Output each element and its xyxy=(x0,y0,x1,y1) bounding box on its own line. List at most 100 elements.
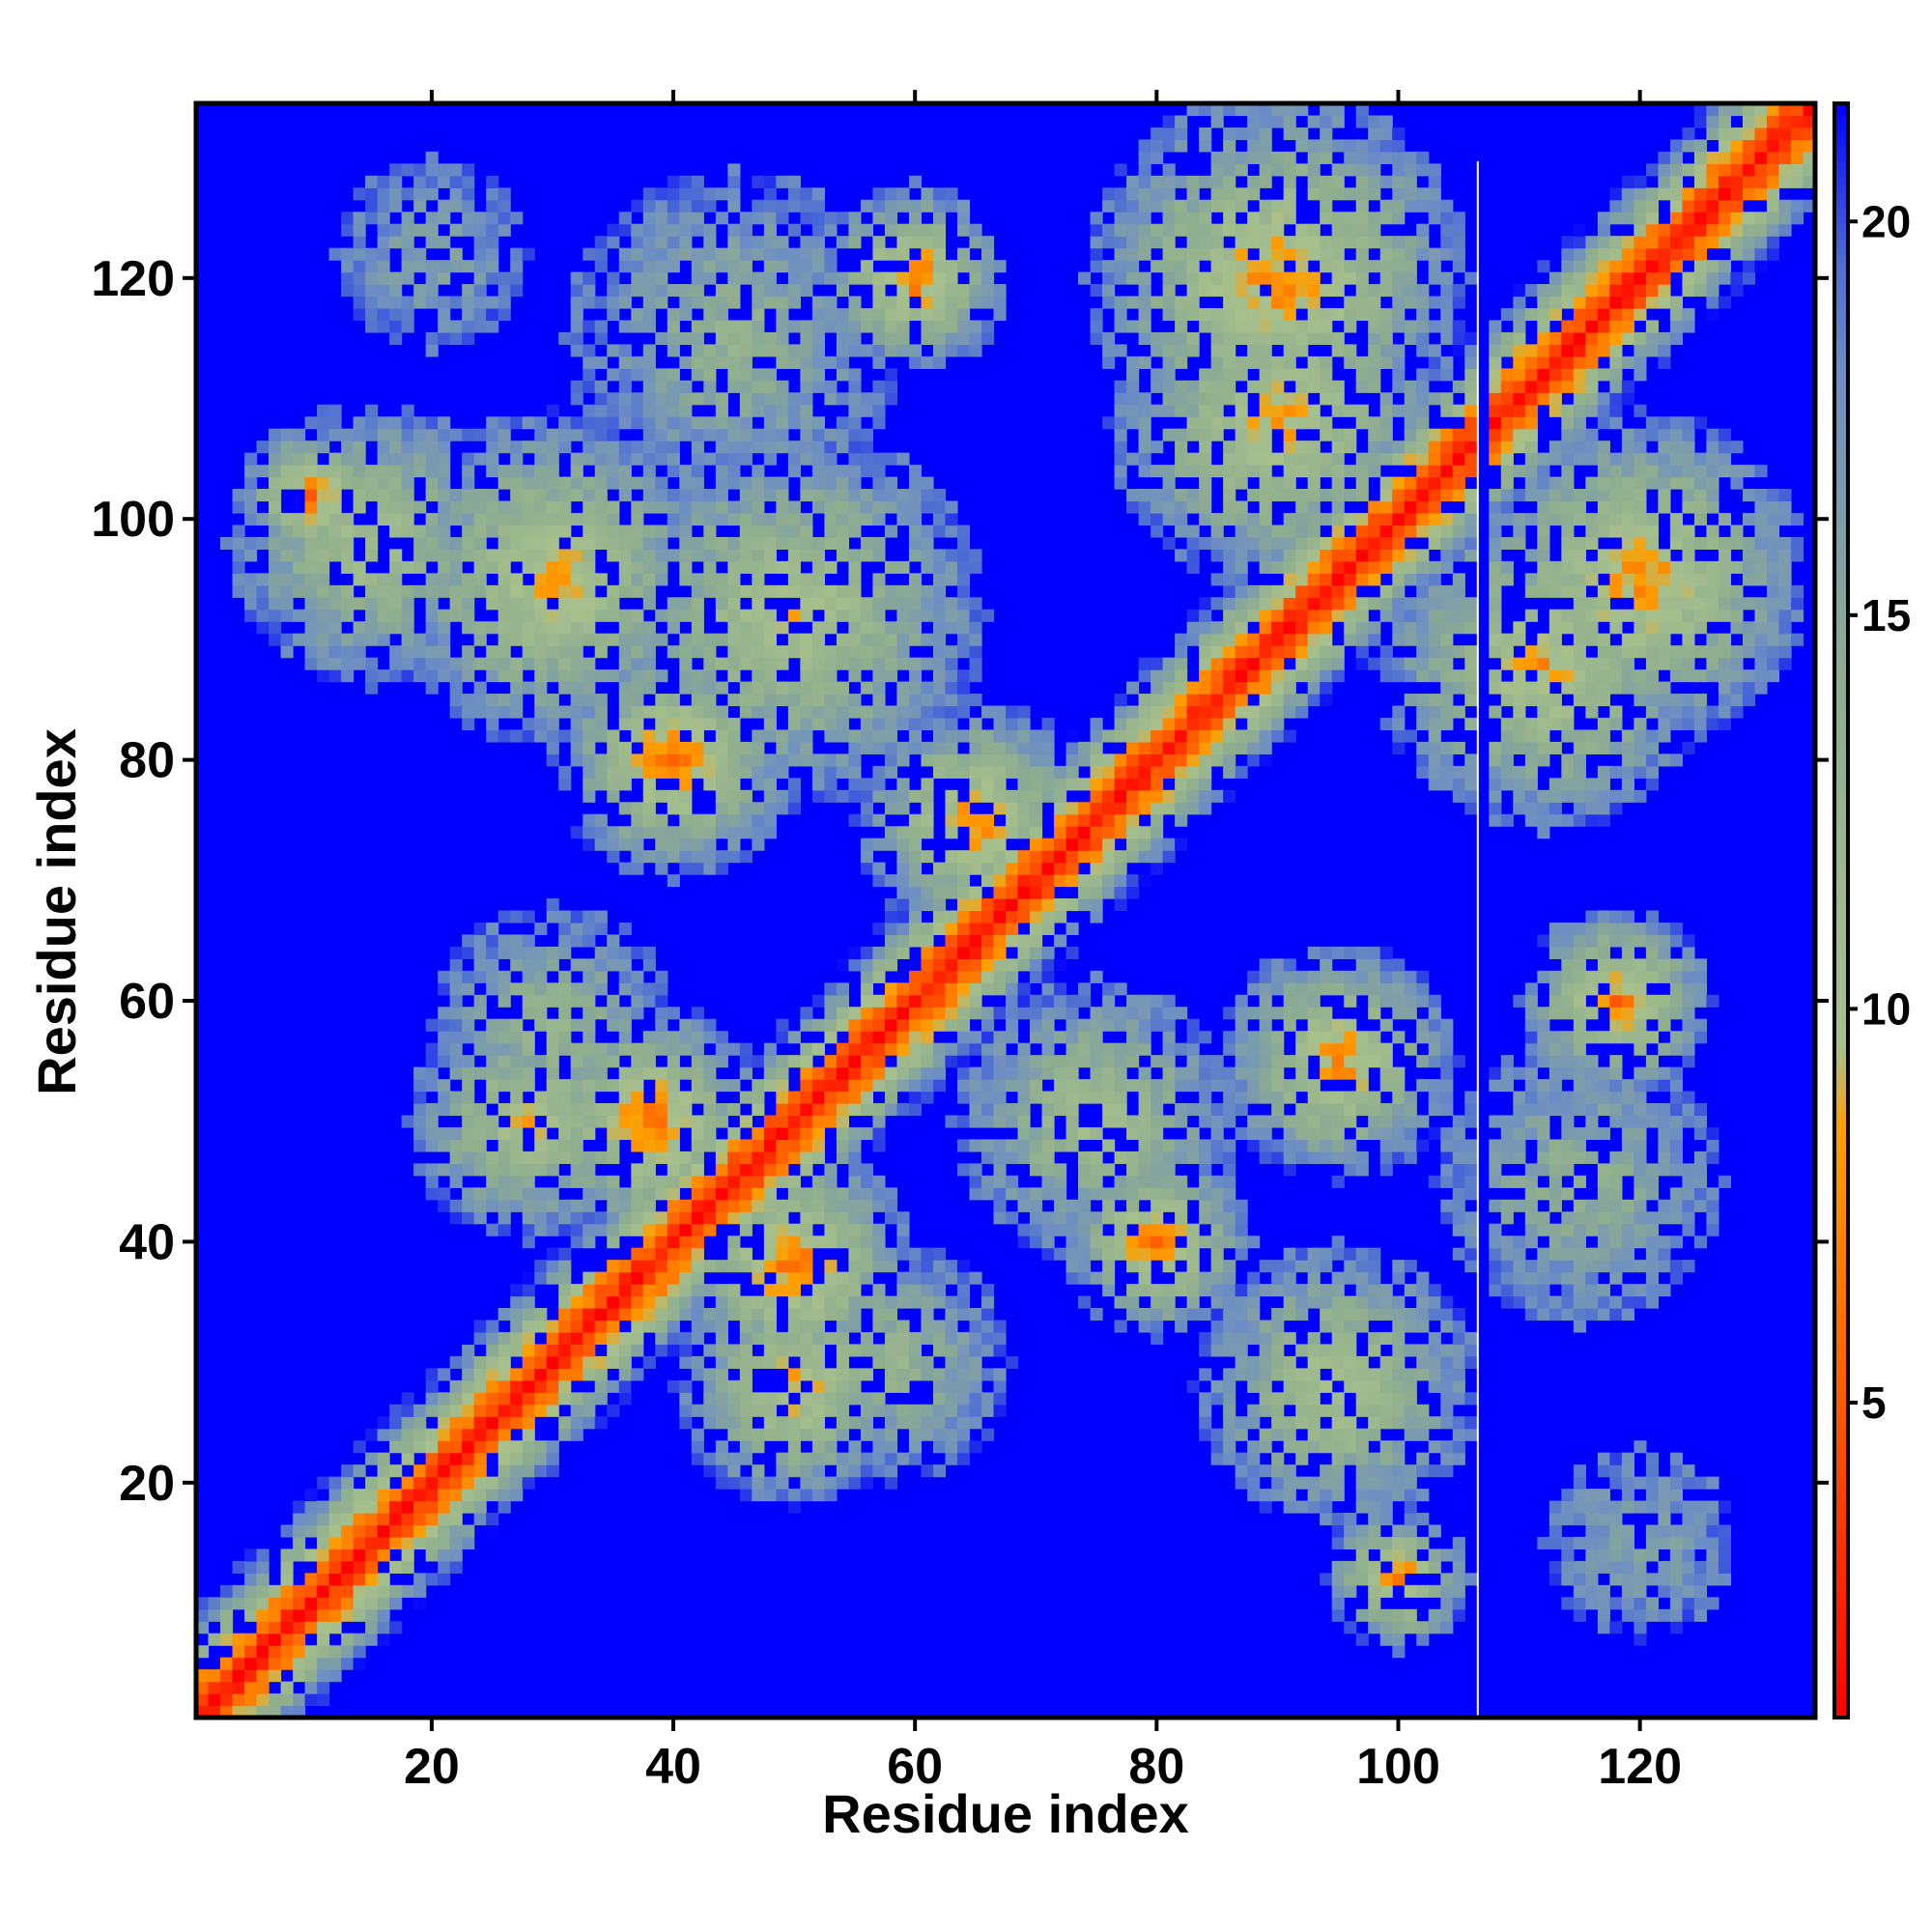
heatmap-cell xyxy=(800,380,813,393)
heatmap-cell xyxy=(980,705,995,719)
heatmap-cell xyxy=(618,320,632,333)
heatmap-cell xyxy=(787,525,801,538)
heatmap-cell xyxy=(293,1645,306,1659)
heatmap-cell xyxy=(497,1355,511,1369)
heatmap-cell xyxy=(1223,465,1236,478)
heatmap-cell xyxy=(655,428,668,441)
heatmap-cell xyxy=(594,1042,608,1056)
heatmap-cell xyxy=(691,1042,704,1056)
heatmap-cell xyxy=(1223,1103,1236,1117)
heatmap-cell xyxy=(908,1079,923,1093)
heatmap-cell xyxy=(908,199,923,213)
heatmap-cell xyxy=(425,344,439,357)
heatmap-cell xyxy=(1138,765,1151,779)
heatmap-cell xyxy=(1030,874,1043,888)
heatmap-cell xyxy=(932,1440,947,1454)
heatmap-cell xyxy=(449,187,463,201)
heatmap-cell xyxy=(980,765,995,779)
heatmap-cell xyxy=(679,669,693,683)
heatmap-cell xyxy=(534,1464,548,1478)
heatmap-cell xyxy=(860,1368,874,1381)
heatmap-cell xyxy=(438,1524,451,1538)
heatmap-cell xyxy=(776,500,789,514)
heatmap-cell xyxy=(1175,549,1188,562)
heatmap-cell xyxy=(220,1681,234,1694)
heatmap-cell xyxy=(956,199,971,213)
heatmap-cell xyxy=(486,1175,499,1188)
heatmap-cell xyxy=(534,500,548,514)
heatmap-cell xyxy=(546,1055,559,1068)
heatmap-cell xyxy=(763,633,777,646)
heatmap-cell xyxy=(667,1379,680,1393)
heatmap-cell xyxy=(522,934,535,948)
heatmap-cell xyxy=(462,331,475,345)
heatmap-cell xyxy=(304,1681,318,1694)
heatmap-cell xyxy=(438,536,451,550)
heatmap-cell xyxy=(462,187,475,201)
heatmap-cell xyxy=(631,525,644,538)
heatmap-cell xyxy=(921,489,934,502)
heatmap-cell xyxy=(546,1163,559,1177)
heatmap-cell xyxy=(908,934,923,948)
heatmap-cell xyxy=(570,1344,583,1357)
heatmap-cell xyxy=(932,1331,947,1346)
heatmap-cell xyxy=(667,1295,680,1309)
heatmap-cell xyxy=(594,1007,608,1020)
heatmap-cell xyxy=(522,1223,535,1236)
heatmap-cell xyxy=(945,657,958,670)
heatmap-cell xyxy=(932,1428,947,1441)
heatmap-cell xyxy=(425,597,439,611)
heatmap-cell xyxy=(244,1669,258,1683)
heatmap-cell xyxy=(1162,284,1176,298)
heatmap-cell xyxy=(836,729,850,743)
heatmap-cell xyxy=(1065,1199,1079,1212)
heatmap-cell xyxy=(462,212,475,225)
heatmap-cell xyxy=(1186,741,1200,754)
heatmap-cell xyxy=(594,645,608,659)
heatmap-cell xyxy=(800,284,813,298)
heatmap-cell xyxy=(546,1151,559,1164)
heatmap-cell xyxy=(655,609,668,622)
heatmap-cell xyxy=(582,1211,596,1225)
heatmap-cell xyxy=(401,1513,414,1526)
heatmap-cell xyxy=(800,271,813,285)
heatmap-cell xyxy=(1102,850,1116,864)
heatmap-cell xyxy=(1102,813,1116,827)
heatmap-cell xyxy=(1006,934,1019,948)
heatmap-cell xyxy=(921,549,934,562)
heatmap-cell xyxy=(558,1031,572,1044)
heatmap-cell xyxy=(908,212,923,225)
heatmap-cell xyxy=(739,1308,753,1321)
heatmap-cell xyxy=(860,223,874,237)
heatmap-cell xyxy=(438,271,451,285)
heatmap-cell xyxy=(462,1536,475,1550)
heatmap-cell xyxy=(377,500,390,514)
heatmap-cell xyxy=(1199,1091,1212,1104)
heatmap-cell xyxy=(787,789,801,803)
heatmap-cell xyxy=(1017,765,1031,779)
heatmap-cell xyxy=(860,392,874,406)
heatmap-cell xyxy=(752,1126,765,1141)
heatmap-cell xyxy=(1114,694,1127,707)
heatmap-cell xyxy=(679,199,693,213)
heatmap-cell xyxy=(1210,260,1224,273)
heatmap-cell xyxy=(473,1031,487,1044)
heatmap-cell xyxy=(691,320,704,333)
heatmap-cell xyxy=(462,1018,475,1032)
heatmap-cell xyxy=(836,1091,850,1104)
heatmap-cell xyxy=(522,1379,535,1393)
heatmap-cell xyxy=(848,1223,862,1236)
heatmap-cell xyxy=(607,236,620,249)
heatmap-cell xyxy=(401,440,414,454)
heatmap-cell xyxy=(824,1199,838,1212)
heatmap-cell xyxy=(691,536,704,550)
heatmap-cell xyxy=(1186,1018,1200,1032)
heatmap-cell xyxy=(908,1091,923,1104)
heatmap-cell xyxy=(969,1115,982,1128)
heatmap-cell xyxy=(582,1392,596,1406)
heatmap-cell xyxy=(208,1693,221,1707)
heatmap-cell xyxy=(811,1115,825,1128)
heatmap-cell xyxy=(594,1379,608,1393)
heatmap-cell xyxy=(727,1247,741,1261)
heatmap-cell xyxy=(1054,813,1067,827)
